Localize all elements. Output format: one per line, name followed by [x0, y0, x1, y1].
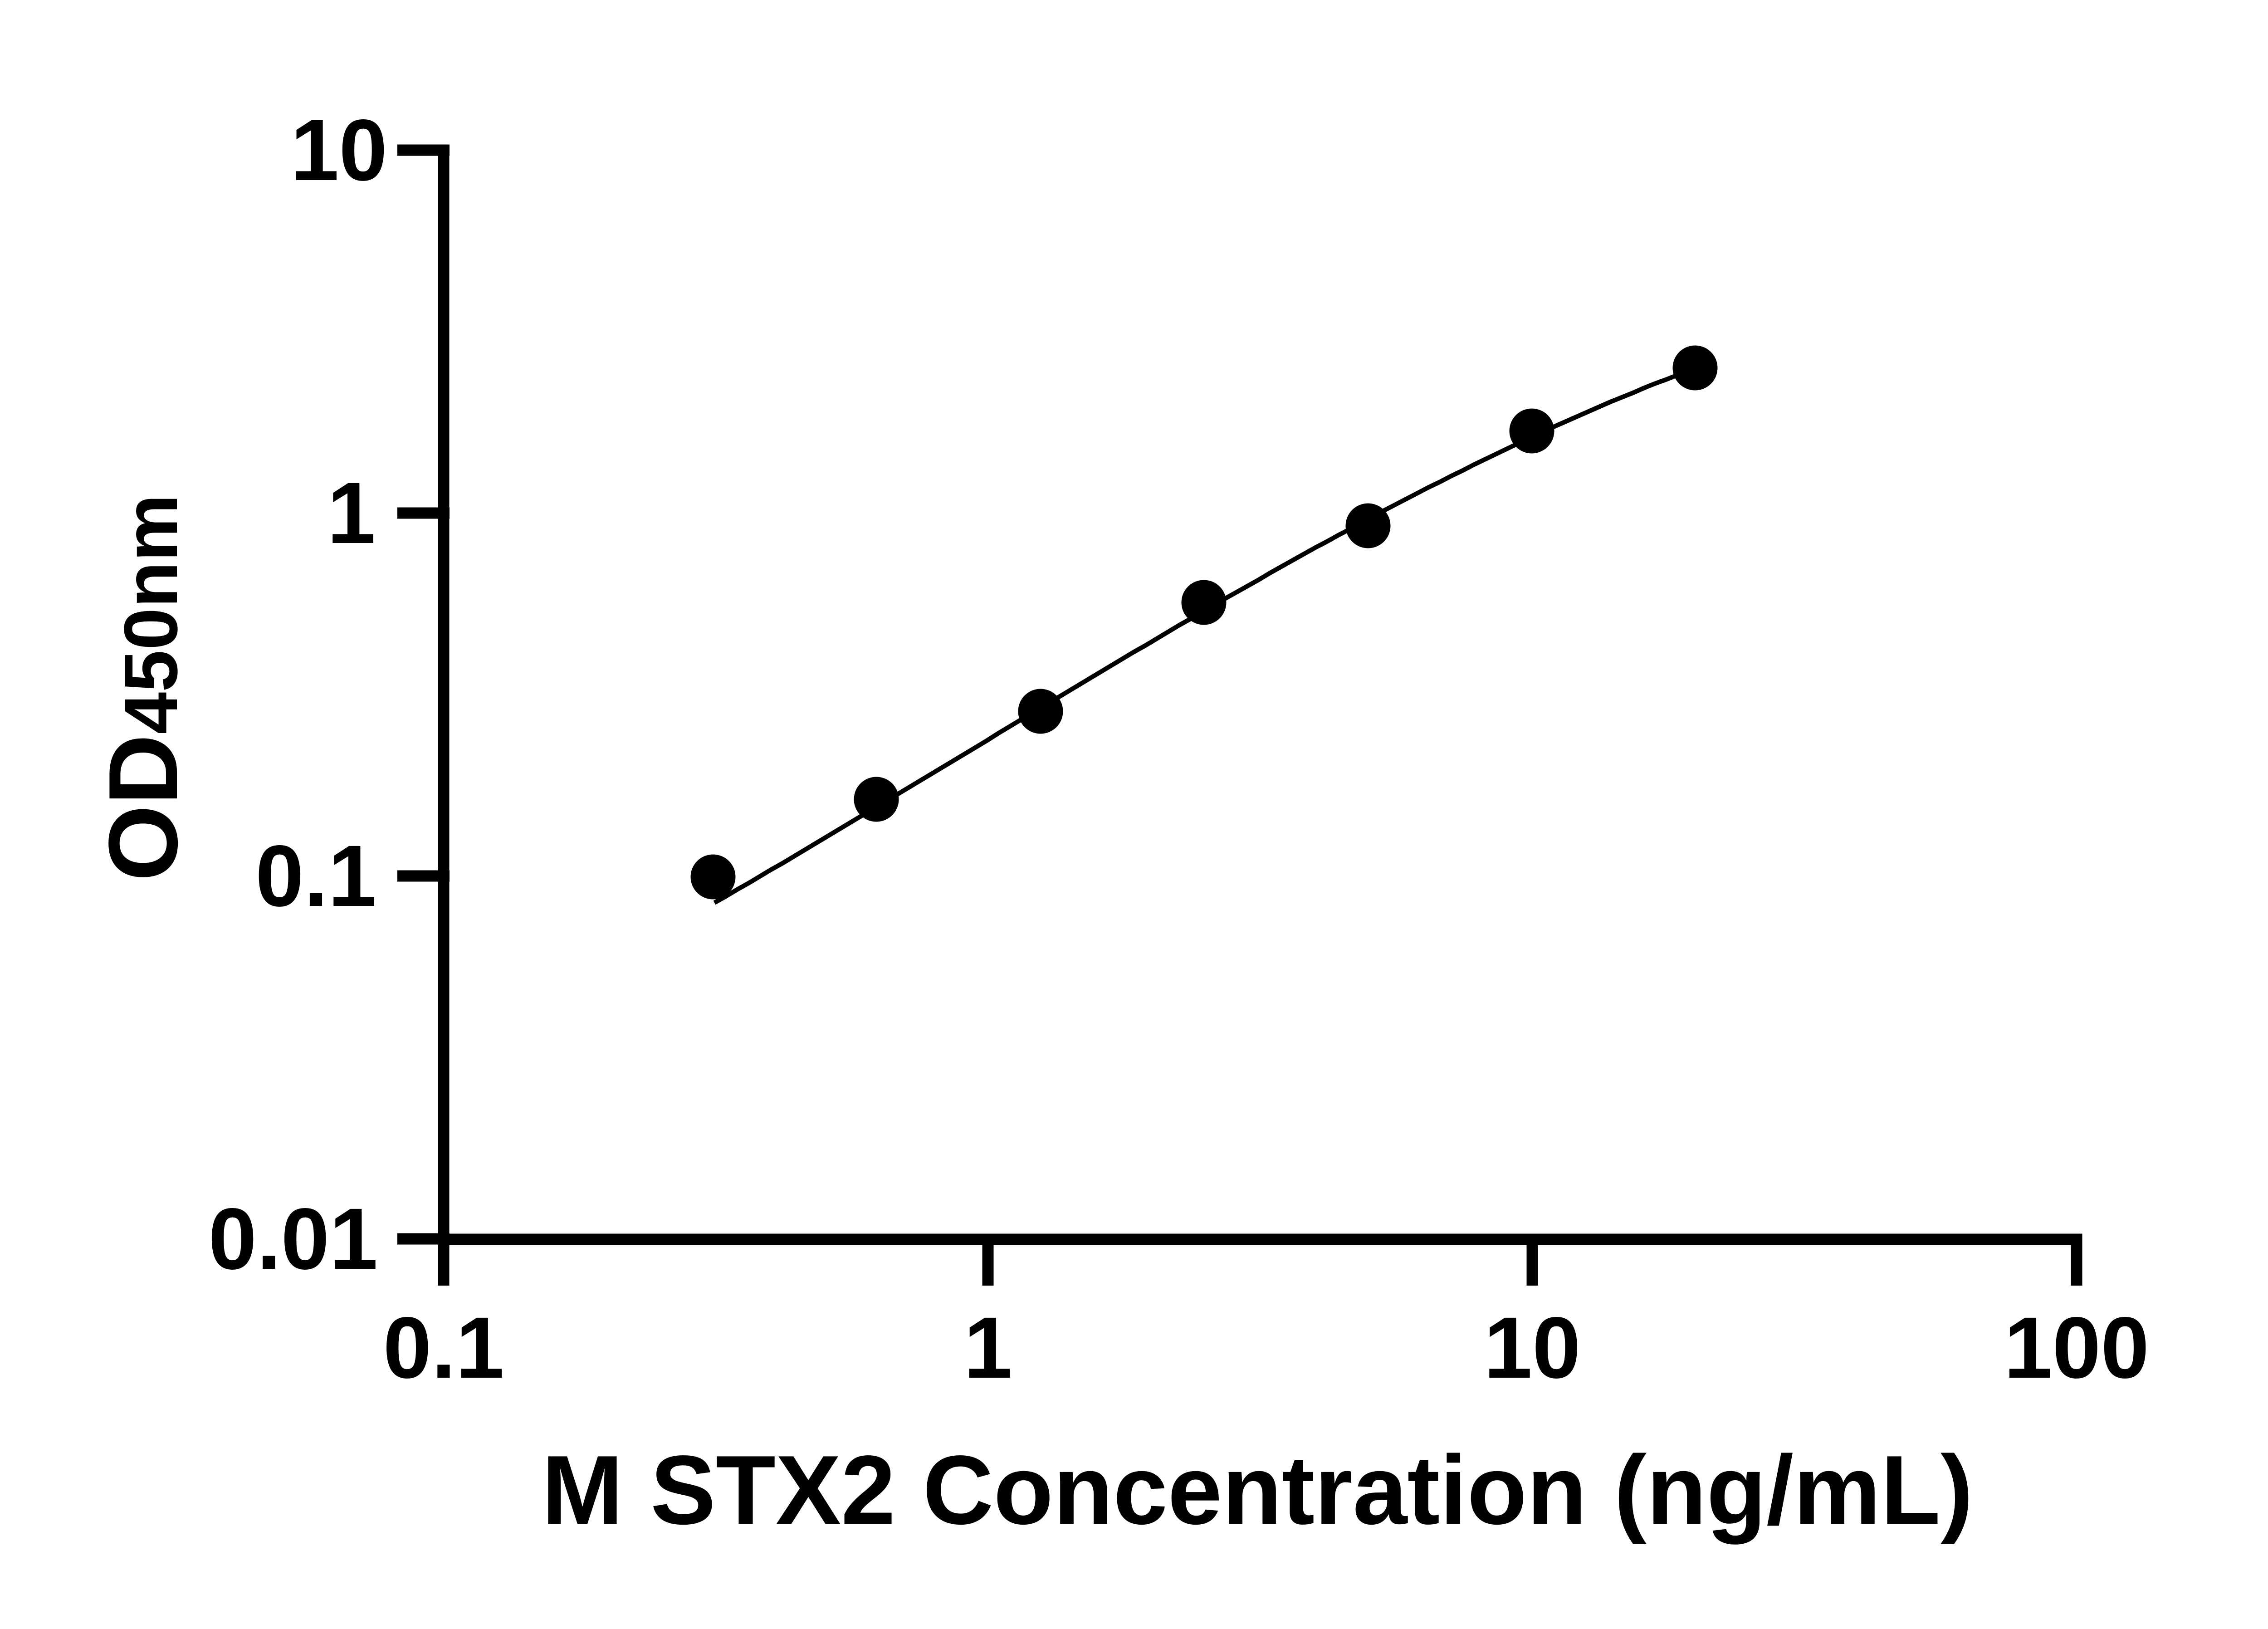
- svg-text:1: 1: [964, 1299, 1012, 1396]
- svg-text:OD450nm: OD450nm: [88, 494, 198, 881]
- svg-text:0.01: 0.01: [208, 1190, 378, 1287]
- svg-text:0.1: 0.1: [255, 827, 376, 925]
- svg-text:100: 100: [2004, 1299, 2149, 1396]
- svg-text:M STX2 Concentration (ng/mL): M STX2 Concentration (ng/mL): [542, 1435, 1973, 1545]
- svg-text:10: 10: [290, 101, 387, 199]
- svg-text:1: 1: [327, 464, 376, 562]
- svg-text:10: 10: [1484, 1299, 1581, 1396]
- svg-text:0.1: 0.1: [383, 1299, 504, 1396]
